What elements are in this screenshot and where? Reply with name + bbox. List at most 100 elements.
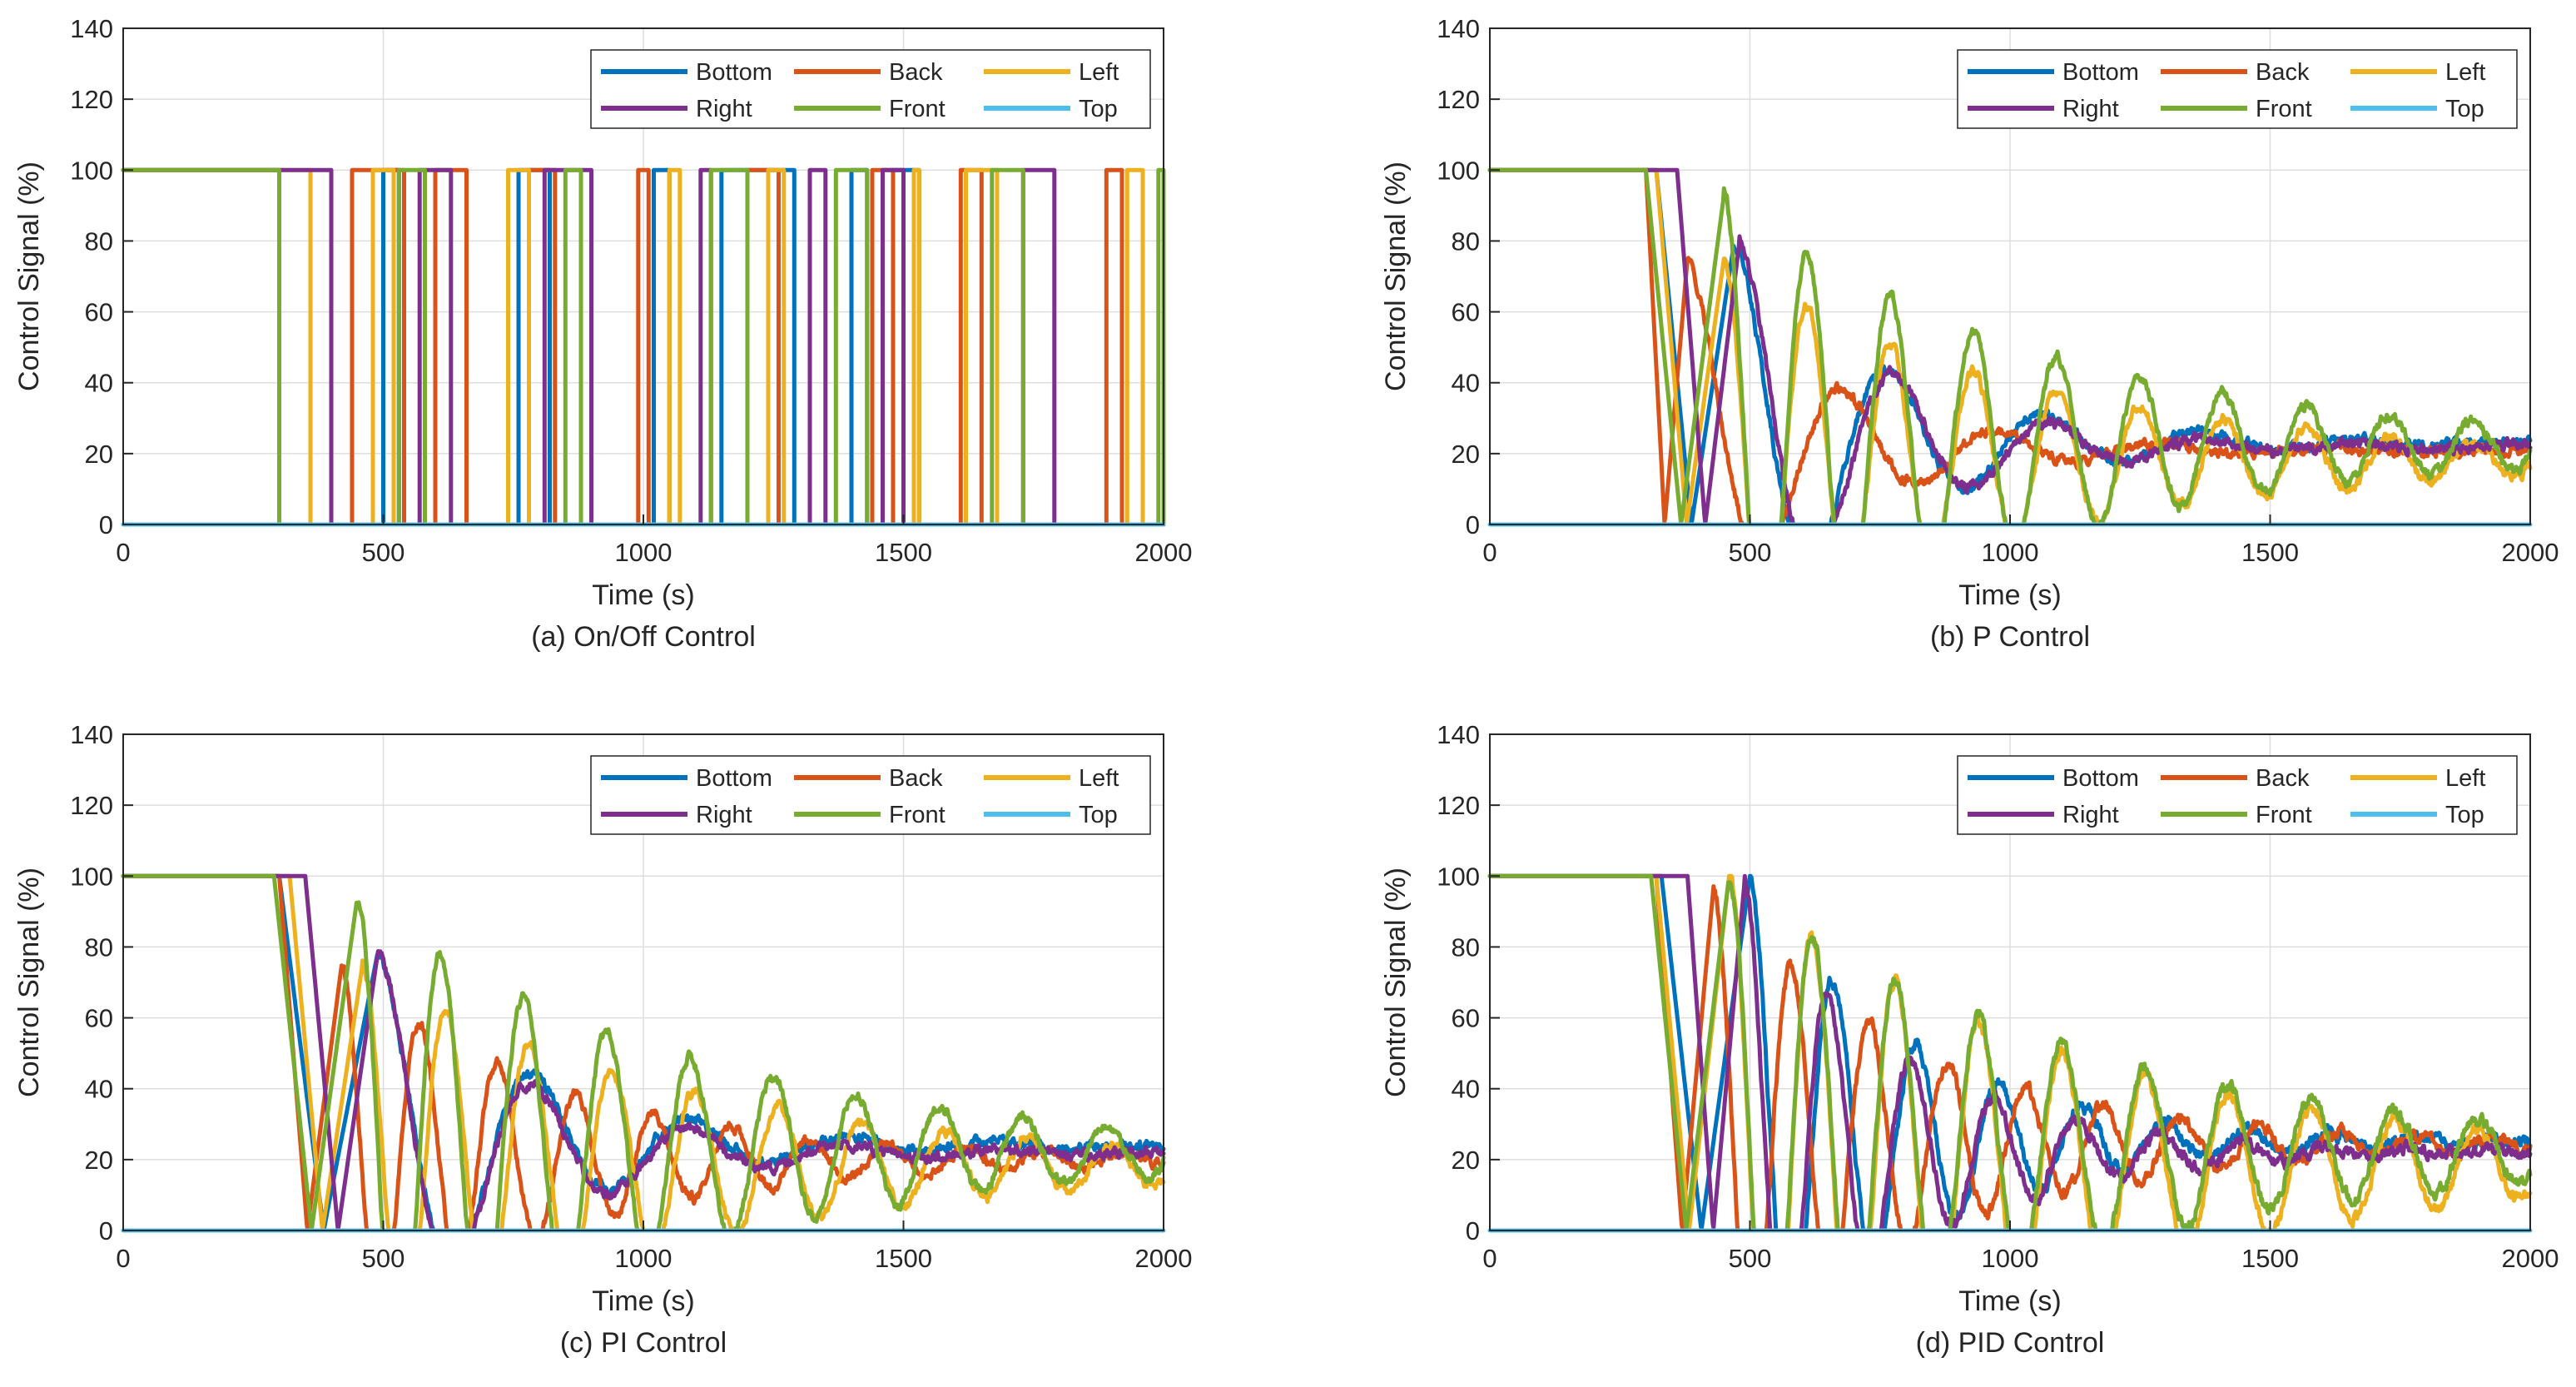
x-tick-label: 1500 [2241, 538, 2299, 567]
y-tick-label: 40 [85, 369, 113, 398]
x-tick-label: 1000 [615, 1244, 673, 1273]
y-tick-label: 100 [1437, 862, 1480, 891]
y-tick-label: 20 [1452, 440, 1480, 469]
y-tick-label: 60 [85, 1004, 113, 1033]
series-line-left [121, 167, 1166, 527]
series-line-right [1487, 167, 2533, 527]
subplot-caption: (b) P Control [1930, 621, 2090, 653]
legend-label-top: Top [2445, 96, 2484, 122]
y-tick-label: 140 [70, 720, 113, 749]
x-tick-label: 500 [362, 538, 405, 567]
legend-label-bottom: Bottom [696, 59, 772, 86]
y-tick-label: 60 [1452, 298, 1480, 327]
legend: Bottom Back Left Right Front Top [1957, 755, 2518, 835]
x-tick-label: 500 [1729, 1244, 1772, 1273]
x-tick-label: 1000 [1982, 1244, 2039, 1273]
subplot-caption: (c) PI Control [560, 1327, 727, 1359]
x-tick-label: 1000 [615, 538, 673, 567]
legend-label-right: Right [2062, 96, 2119, 122]
x-axis-label: Time (s) [592, 1285, 694, 1317]
x-tick-label: 0 [1482, 538, 1496, 567]
y-tick-label: 20 [85, 440, 113, 469]
legend-label-right: Right [696, 96, 752, 122]
x-tick-label: 0 [116, 1244, 130, 1273]
y-axis-label: Control Signal (%) [1380, 867, 1412, 1097]
legend-label-left: Left [1079, 59, 1119, 86]
y-tick-label: 140 [1437, 720, 1480, 749]
y-tick-label: 40 [1452, 1075, 1480, 1104]
legend-label-back: Back [2256, 765, 2310, 792]
y-tick-label: 80 [85, 932, 113, 962]
x-tick-label: 0 [116, 538, 130, 567]
y-tick-label: 40 [1452, 369, 1480, 398]
y-tick-label: 100 [70, 862, 113, 891]
legend-label-bottom: Bottom [696, 765, 772, 792]
y-tick-label: 140 [70, 14, 113, 43]
y-tick-label: 120 [70, 791, 113, 820]
subplot-caption: (a) On/Off Control [531, 621, 756, 653]
legend-label-top: Top [1079, 96, 1118, 122]
y-tick-label: 20 [85, 1146, 113, 1175]
legend: Bottom Back Left Right Front Top [1957, 49, 2518, 129]
x-tick-label: 1000 [1982, 538, 2039, 567]
y-axis-label: Control Signal (%) [13, 867, 45, 1097]
legend-box [1957, 49, 2518, 129]
x-tick-label: 2000 [1135, 1244, 1193, 1273]
legend-label-left: Left [1079, 765, 1119, 792]
legend-label-top: Top [1079, 802, 1118, 828]
legend-label-right: Right [2062, 802, 2119, 828]
legend-label-top: Top [2445, 802, 2484, 828]
legend-label-bottom: Bottom [2062, 59, 2139, 86]
y-tick-label: 60 [1452, 1004, 1480, 1033]
y-tick-label: 0 [1466, 510, 1480, 539]
x-tick-label: 0 [1482, 1244, 1496, 1273]
x-tick-label: 1500 [875, 1244, 932, 1273]
y-axis-label: Control Signal (%) [1380, 162, 1412, 391]
legend-label-back: Back [2256, 59, 2310, 86]
x-tick-label: 500 [362, 1244, 405, 1273]
y-tick-label: 0 [99, 510, 113, 539]
legend-box [1957, 755, 2518, 835]
legend-label-back: Back [889, 765, 943, 792]
y-tick-label: 100 [70, 156, 113, 185]
series-line-right [1487, 873, 2533, 1233]
x-tick-label: 2000 [2502, 1244, 2559, 1273]
legend-label-left: Left [2445, 59, 2485, 86]
y-tick-label: 120 [1437, 791, 1480, 820]
legend-label-left: Left [2445, 765, 2485, 792]
y-tick-label: 100 [1437, 156, 1480, 185]
subplot-2: 0 500 1000 1500 2000 0 20 40 60 80 100 120 140 Time (… [1380, 14, 2559, 653]
subplot-1: 0 500 1000 1500 2000 0 20 40 60 80 100 120 140 Time (… [13, 14, 1192, 653]
series-line-back [1487, 167, 2533, 527]
subplot-4: 0 500 1000 1500 2000 0 20 40 60 80 100 120 140 Time (… [1380, 720, 2559, 1359]
y-tick-label: 140 [1437, 14, 1480, 43]
y-tick-label: 120 [1437, 85, 1480, 114]
y-axis-label: Control Signal (%) [13, 162, 45, 391]
x-tick-label: 1500 [875, 538, 932, 567]
x-tick-label: 1500 [2241, 1244, 2299, 1273]
y-tick-label: 80 [1452, 226, 1480, 256]
x-axis-label: Time (s) [1958, 579, 2061, 611]
legend: Bottom Back Left Right Front Top [590, 49, 1151, 129]
y-tick-label: 80 [85, 226, 113, 256]
x-tick-label: 500 [1729, 538, 1772, 567]
legend-label-front: Front [2256, 802, 2312, 828]
x-tick-label: 2000 [2502, 538, 2559, 567]
legend-label-front: Front [889, 802, 946, 828]
y-tick-label: 40 [85, 1075, 113, 1104]
y-tick-label: 0 [1466, 1216, 1480, 1245]
y-tick-label: 20 [1452, 1146, 1480, 1175]
legend-label-front: Front [889, 96, 946, 122]
legend-label-front: Front [2256, 96, 2312, 122]
legend-label-back: Back [889, 59, 943, 86]
y-tick-label: 80 [1452, 932, 1480, 962]
y-tick-label: 120 [70, 85, 113, 114]
legend: Bottom Back Left Right Front Top [590, 755, 1151, 835]
series-line-bottom [121, 873, 1166, 1233]
x-axis-label: Time (s) [1958, 1285, 2061, 1317]
series-line-front [121, 167, 1166, 527]
legend-label-right: Right [696, 802, 752, 828]
legend-box [590, 49, 1151, 129]
y-tick-label: 0 [99, 1216, 113, 1245]
